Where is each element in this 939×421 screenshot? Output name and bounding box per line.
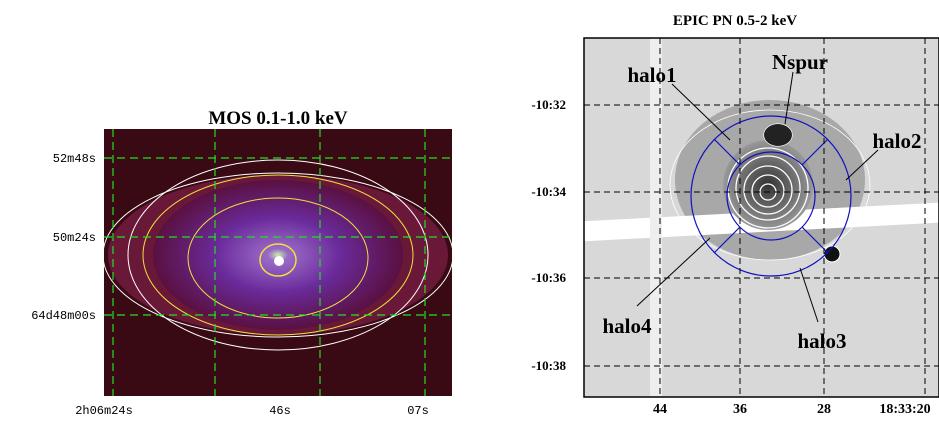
x-tick-label: 36 bbox=[733, 402, 747, 417]
y-tick-label: 52m48s bbox=[53, 152, 96, 166]
y-tick-label: -10:36 bbox=[531, 270, 566, 285]
x-tick-label: 44 bbox=[653, 402, 667, 417]
x-tick-label: 28 bbox=[817, 402, 831, 417]
y-tick-label: 64d48m00s bbox=[31, 309, 96, 323]
mos-image bbox=[103, 129, 453, 396]
right-panel: EPIC PN 0.5-2 keV -10:32 -10:34 -10:36 -… bbox=[531, 13, 939, 417]
annotation: halo2 bbox=[872, 129, 921, 153]
y-tick-label: 50m24s bbox=[53, 231, 96, 245]
panel-title: MOS 0.1-1.0 keV bbox=[208, 108, 348, 129]
x-tick-label: 2h06m24s bbox=[75, 404, 133, 418]
y-tick-label: -10:38 bbox=[531, 358, 566, 373]
x-tick-label: 18:33:20 bbox=[879, 402, 930, 417]
annotation: Nspur bbox=[772, 50, 828, 74]
left-panel: MOS 0.1-1.0 keV 52m48s 50m24s 64d48m00s … bbox=[31, 108, 453, 418]
annotation: halo4 bbox=[602, 314, 652, 338]
y-tick-label: -10:32 bbox=[531, 97, 566, 112]
y-tick-label: -10:34 bbox=[531, 184, 566, 199]
pn-image bbox=[584, 38, 939, 397]
annotation: halo3 bbox=[797, 329, 846, 353]
panel-title: EPIC PN 0.5-2 keV bbox=[673, 13, 797, 29]
figure: MOS 0.1-1.0 keV 52m48s 50m24s 64d48m00s … bbox=[0, 0, 939, 421]
annotation: halo1 bbox=[627, 63, 676, 87]
x-tick-label: 07s bbox=[407, 404, 429, 418]
x-tick-label: 46s bbox=[269, 404, 291, 418]
